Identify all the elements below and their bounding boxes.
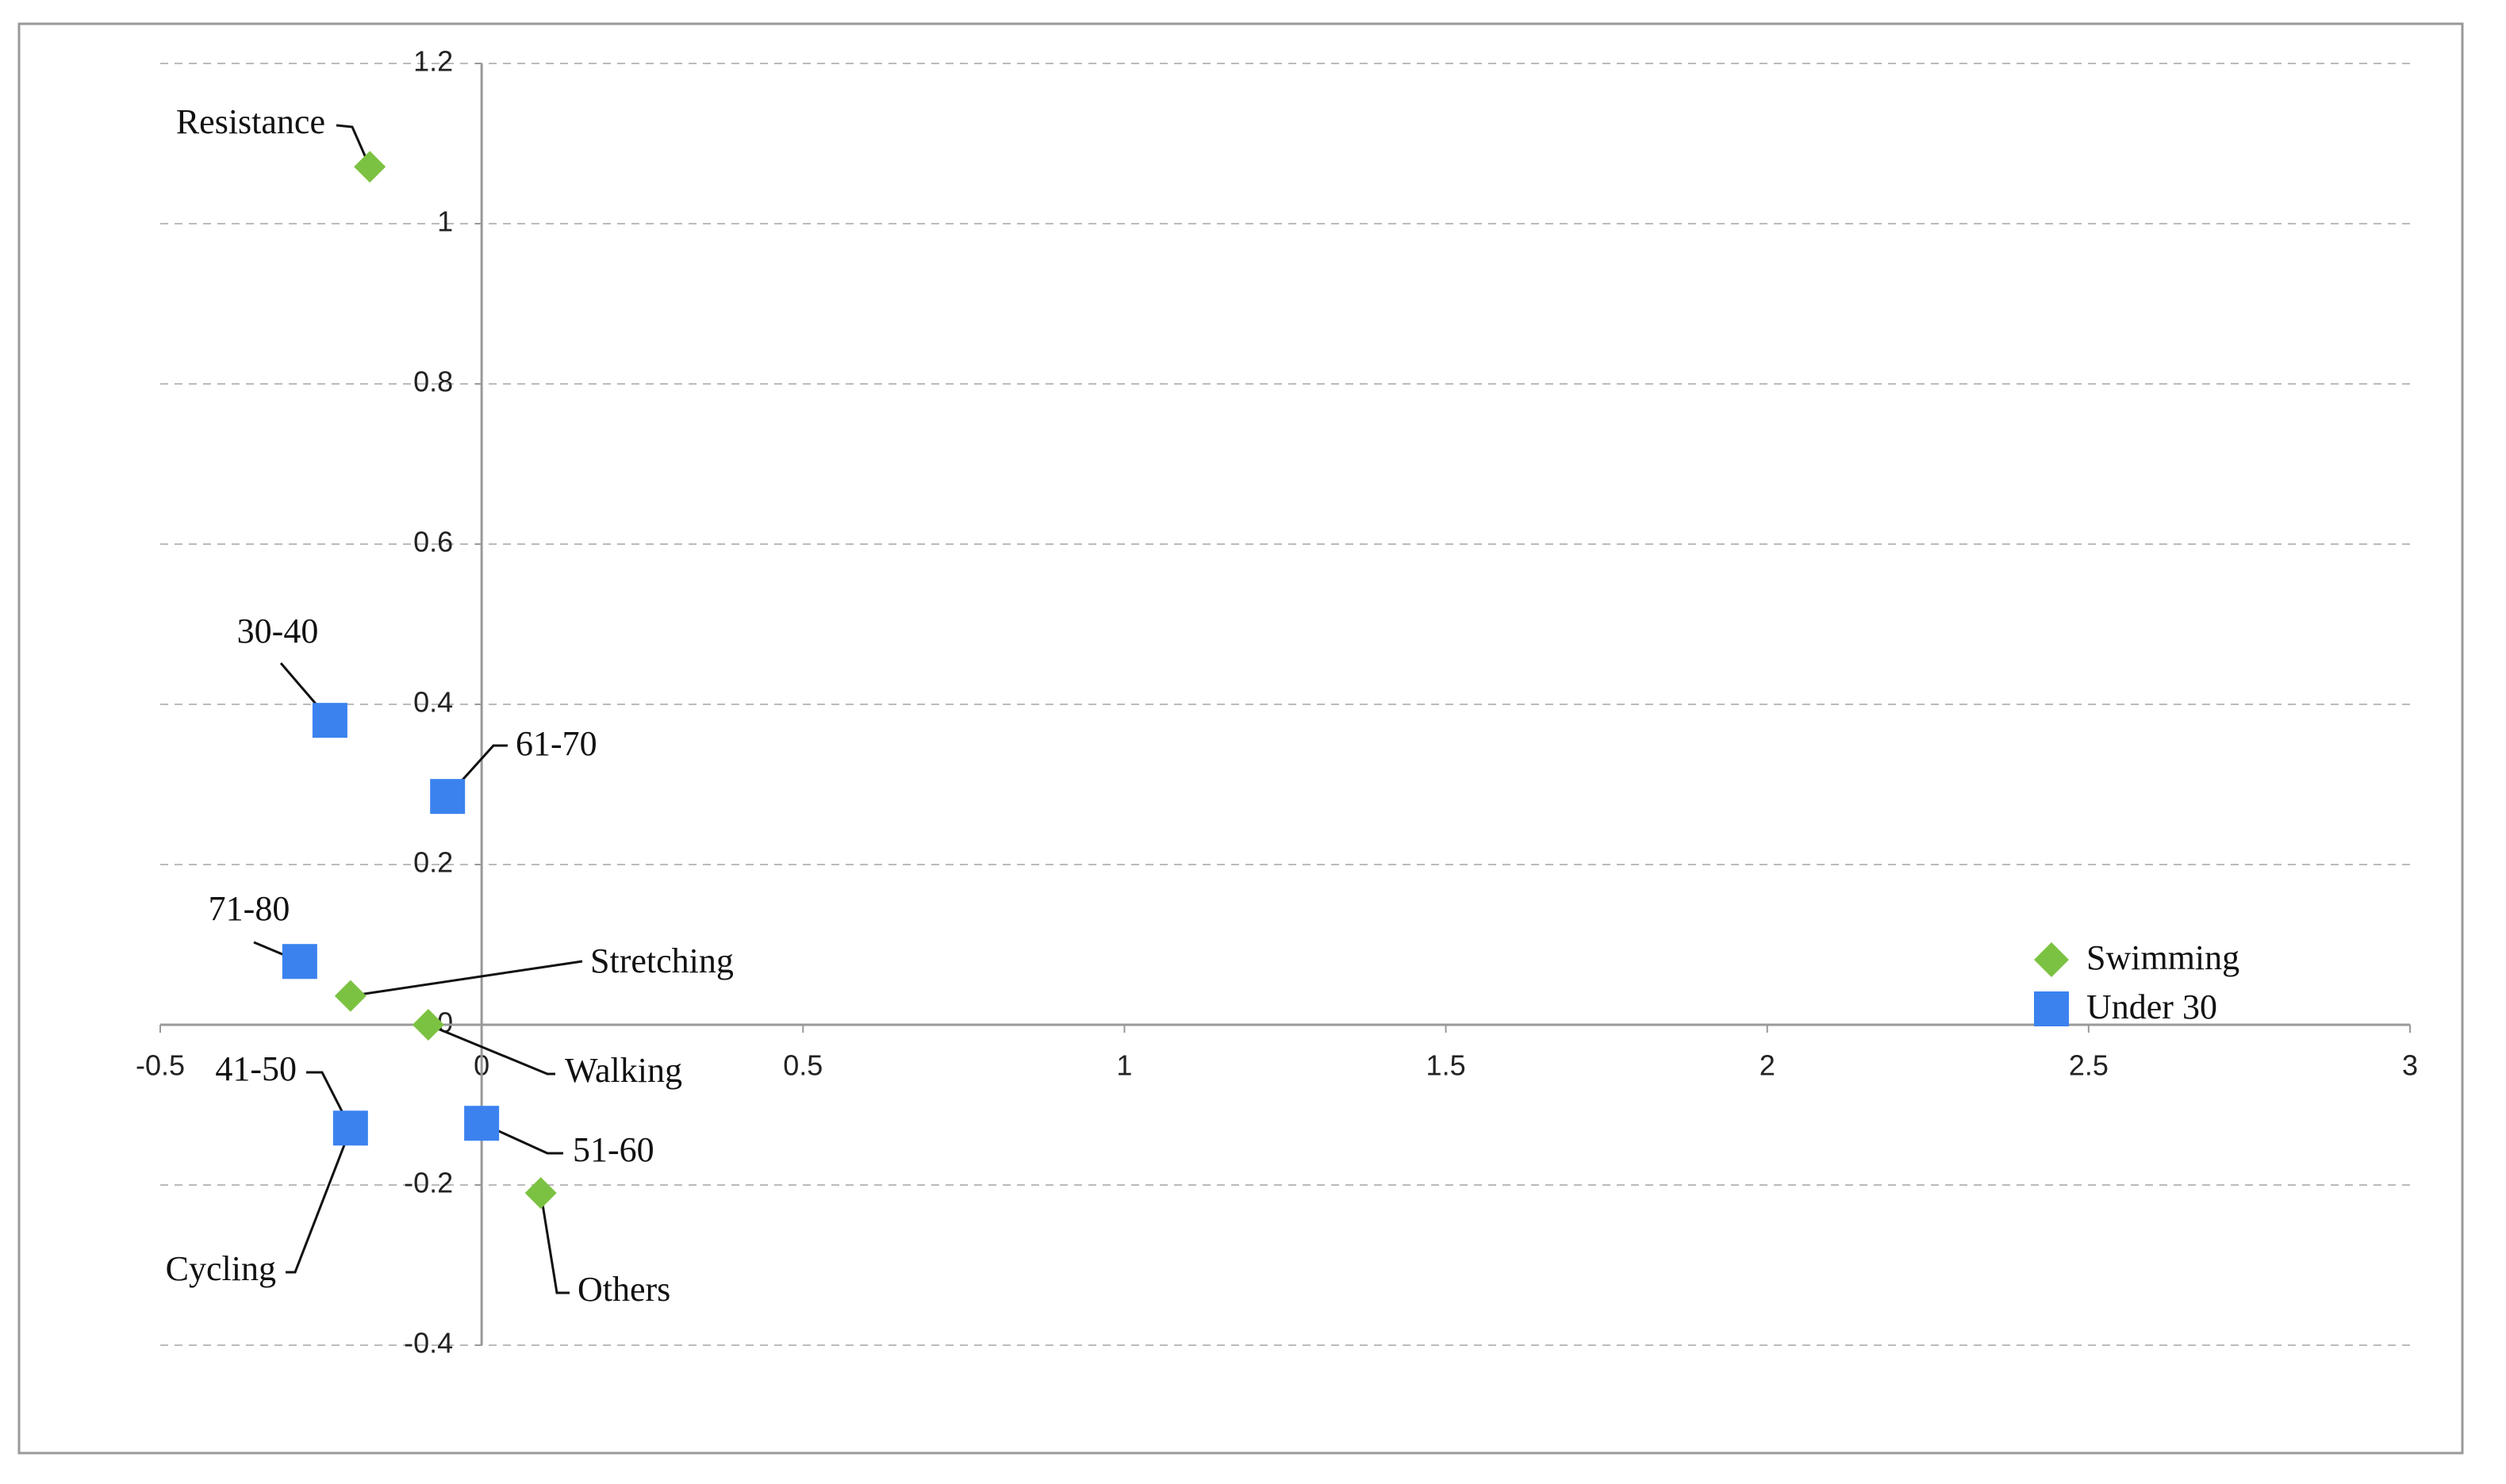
point-label: 71-80 bbox=[209, 889, 290, 928]
legend-marker bbox=[2034, 991, 2069, 1026]
x-tick-label: 2 bbox=[1760, 1049, 1775, 1082]
y-tick-label: 1.2 bbox=[413, 45, 453, 78]
y-tick-label: 0.8 bbox=[413, 366, 453, 398]
x-tick-label: 1 bbox=[1116, 1049, 1132, 1082]
legend-marker bbox=[2034, 942, 2069, 977]
y-tick-label: -0.4 bbox=[404, 1327, 453, 1359]
point bbox=[332, 1110, 368, 1146]
point bbox=[334, 980, 366, 1012]
leader-line bbox=[428, 1023, 555, 1076]
y-tick-label: 0.6 bbox=[413, 526, 453, 558]
x-tick-label: -0.5 bbox=[136, 1049, 185, 1082]
leader-line bbox=[350, 960, 583, 998]
point bbox=[430, 779, 466, 815]
point-label: Resistance bbox=[176, 102, 325, 141]
point bbox=[464, 1106, 500, 1141]
x-tick-label: 2.5 bbox=[2069, 1049, 2109, 1082]
point bbox=[524, 1177, 557, 1210]
point bbox=[412, 1009, 444, 1041]
chart-frame bbox=[17, 22, 2464, 1455]
point bbox=[312, 703, 347, 738]
point-label: 30-40 bbox=[237, 612, 319, 650]
point-label: Others bbox=[578, 1270, 670, 1309]
legend-label: Swimming bbox=[2086, 938, 2239, 977]
leader-line bbox=[286, 1128, 352, 1274]
y-tick-label: 1 bbox=[437, 205, 453, 238]
leader-line bbox=[306, 1071, 352, 1129]
point bbox=[282, 944, 317, 980]
x-tick-label: 0.5 bbox=[783, 1049, 823, 1082]
point-label: 51-60 bbox=[573, 1130, 654, 1169]
point-label: Walking bbox=[565, 1051, 682, 1090]
x-tick-label: 1.5 bbox=[1426, 1049, 1466, 1082]
leader-line bbox=[336, 124, 371, 167]
leader-line bbox=[539, 1192, 570, 1294]
point-label: Cycling bbox=[166, 1249, 276, 1288]
point bbox=[354, 151, 386, 183]
point-label: Stretching bbox=[590, 941, 734, 980]
leader-line bbox=[481, 1122, 563, 1155]
x-tick-label: 3 bbox=[2402, 1049, 2418, 1082]
y-tick-label: 0.4 bbox=[413, 686, 453, 719]
y-tick-label: 0.2 bbox=[413, 846, 453, 879]
legend-label: Under 30 bbox=[2086, 987, 2217, 1026]
y-tick-label: -0.2 bbox=[404, 1167, 453, 1199]
point-label: 41-50 bbox=[215, 1049, 297, 1088]
point-label: 61-70 bbox=[516, 724, 597, 763]
